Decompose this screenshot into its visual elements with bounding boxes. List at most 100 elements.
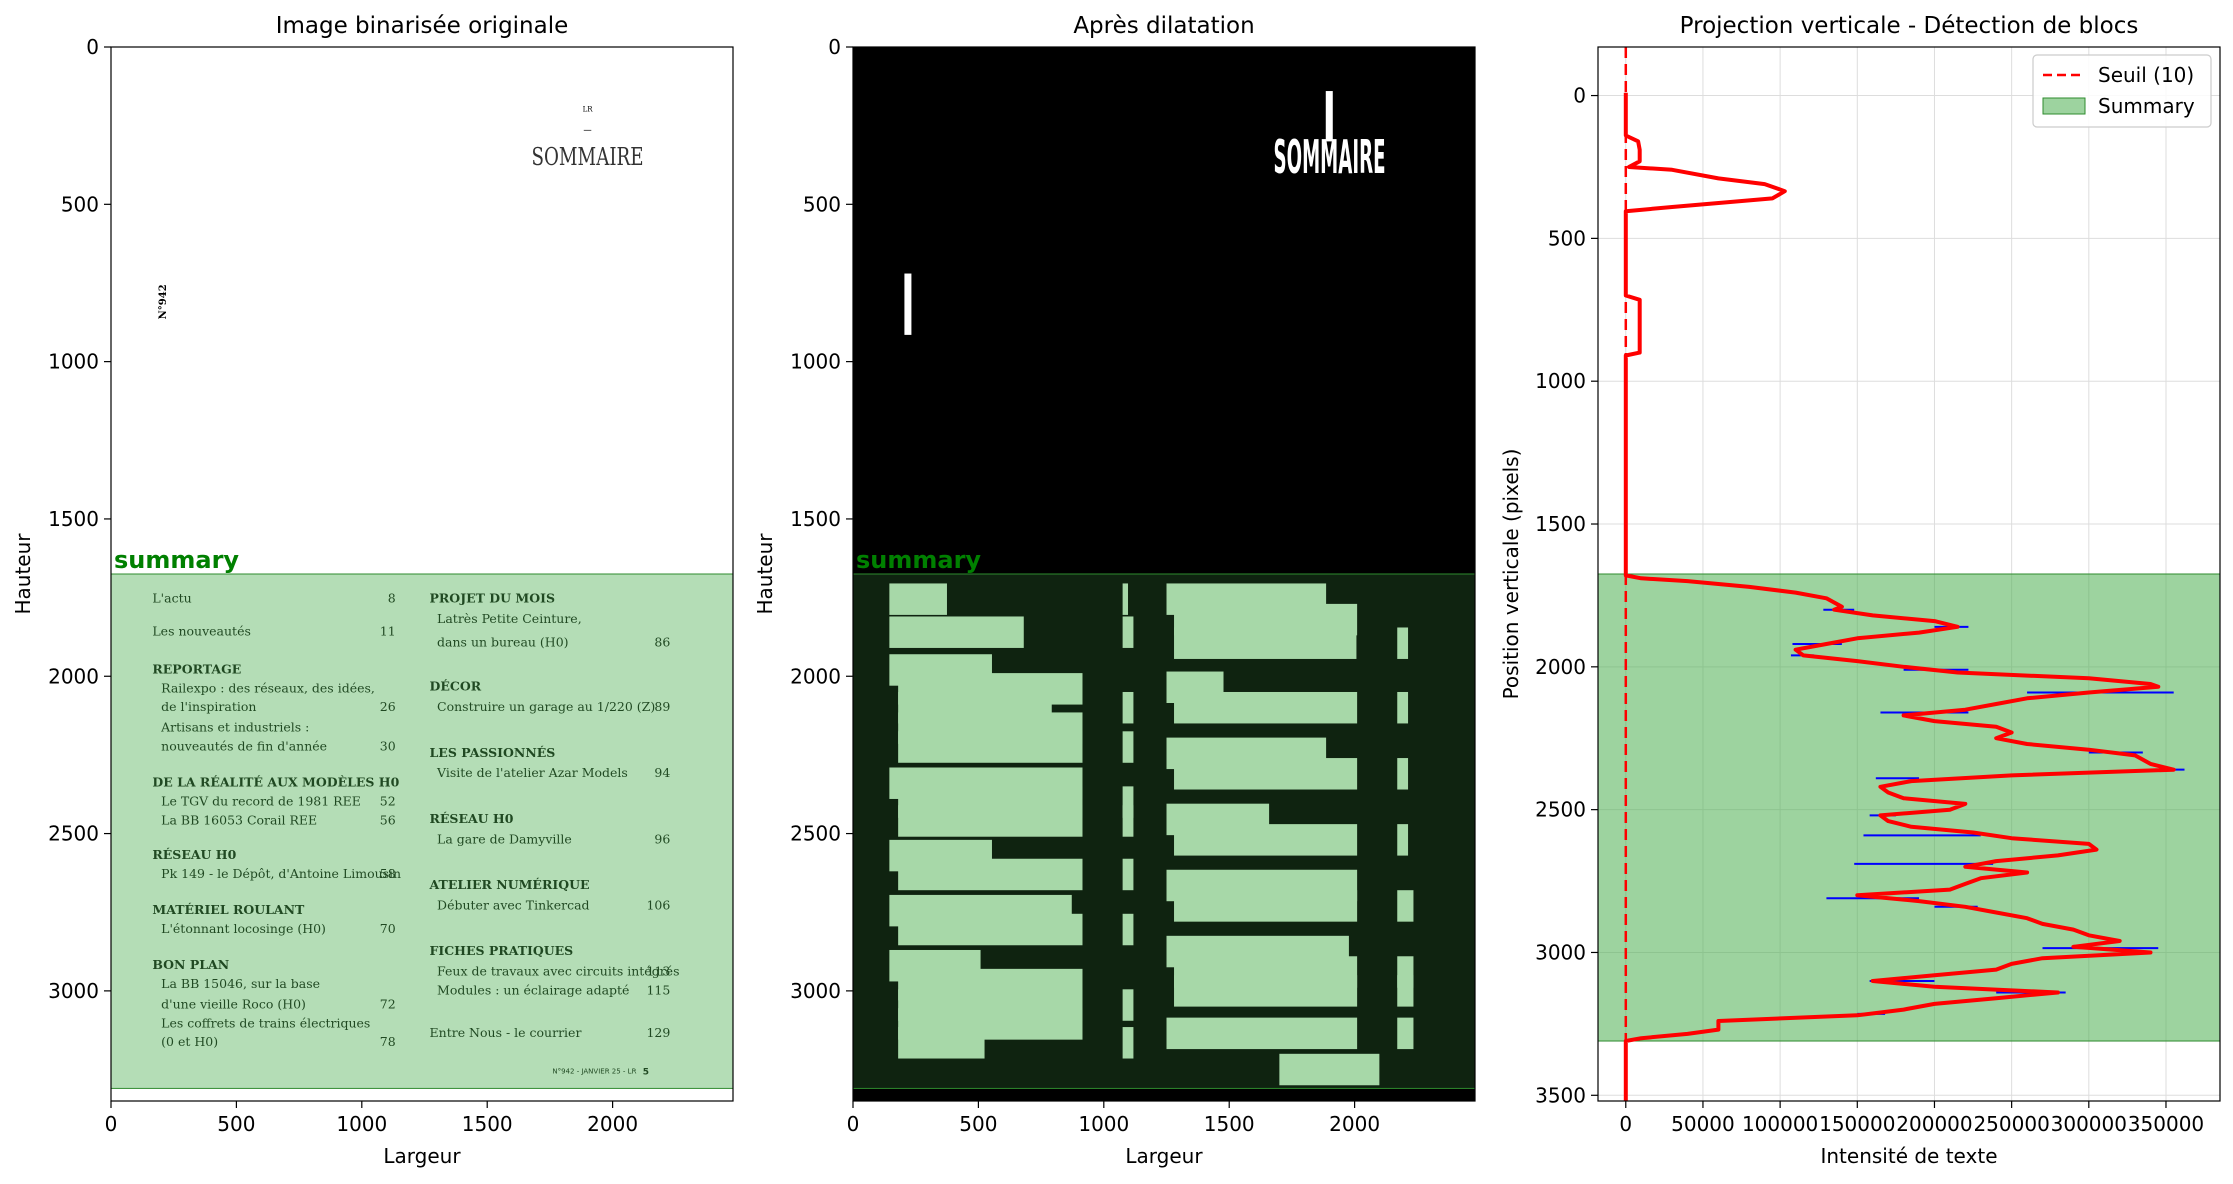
y-tick-label: 3000 — [1535, 940, 1586, 964]
y-tick-label: 0 — [1573, 84, 1586, 108]
toc-page: 86 — [654, 635, 670, 650]
y-tick-label: 500 — [1548, 226, 1586, 250]
y-tick-label: 500 — [61, 192, 99, 216]
summary-region — [110, 573, 734, 1089]
toc-entry: La BB 16053 Corail REE — [161, 812, 317, 827]
toc-page: 115 — [646, 982, 670, 997]
toc-entry: Débuter avec Tinkercad — [437, 897, 590, 912]
x-tick-label: 150000 — [1819, 1112, 1895, 1136]
x-tick-label: 500 — [217, 1112, 255, 1136]
toc-page: 129 — [646, 1025, 670, 1040]
y-tick-label: 0 — [828, 35, 841, 59]
toc-entry: Feux de travaux avec circuits intégrés — [437, 963, 679, 978]
panel3-title: Projection verticale - Détection de bloc… — [1680, 13, 2139, 39]
x-tick-label: 0 — [105, 1112, 118, 1136]
toc-entry: BON PLAN — [152, 957, 229, 972]
panel3-y-ticks: 0 500 1000 1500 2000 2500 3000 3500 — [1535, 84, 1598, 1107]
original-document: LR SOMMAIRE N°942 L'actu 8 Les nouveautés 11 RE… — [152, 105, 679, 1077]
toc-page: 106 — [646, 897, 670, 912]
legend-summary-label: Summary — [2098, 94, 2195, 118]
toc-entry: Le TGV du record de 1981 REE — [161, 794, 361, 809]
x-tick-label: 200000 — [1896, 1112, 1972, 1136]
y-tick-label: 1000 — [1535, 369, 1586, 393]
toc-entry: Les nouveautés — [152, 624, 251, 639]
panel-dilated: SOMMAIRE summary 0 500 1000 1500 2000 0 500 10… — [753, 13, 1476, 1168]
legend-summary-swatch — [2042, 97, 2086, 115]
y-tick-label: 3000 — [790, 979, 841, 1003]
dilated-blob — [898, 913, 1083, 946]
dilated-blob — [1122, 913, 1134, 946]
panel-projection: 0 50000 100000 150000 200000 250000 300000 3500… — [1499, 13, 2221, 1168]
dilated-blob — [1122, 989, 1134, 1021]
panel3-frame — [1597, 46, 2221, 1102]
summary-region-label: summary — [856, 546, 981, 574]
toc-entry: Construire un garage au 1/220 (Z) — [437, 699, 655, 714]
y-tick-label: 1000 — [48, 350, 99, 374]
x-tick-label: 50000 — [1671, 1112, 1735, 1136]
toc-entry: L'actu — [152, 591, 191, 606]
toc-entry: ATELIER NUMÉRIQUE — [429, 877, 590, 892]
dilated-blob — [1279, 1053, 1380, 1086]
dilated-blob — [1122, 786, 1134, 818]
doc-heading: SOMMAIRE — [532, 143, 644, 171]
dilated-blob — [1174, 975, 1358, 1007]
toc-page: 70 — [380, 921, 396, 936]
doc-top-mark: LR — [583, 105, 594, 113]
panel1-x-ticks: 0 500 1000 1500 2000 — [105, 1101, 638, 1136]
toc-page: 11 — [380, 624, 396, 639]
dilated-blob — [898, 858, 1083, 891]
toc-entry: Modules : un éclairage adapté — [437, 982, 629, 997]
y-tick-label: 2500 — [790, 822, 841, 846]
panel2-x-ticks: 0 500 1000 1500 2000 — [847, 1101, 1380, 1136]
x-tick-label: 100000 — [1742, 1112, 1818, 1136]
toc-page: 52 — [380, 794, 396, 809]
summary-region — [852, 573, 1476, 1089]
dilated-blob — [1397, 975, 1414, 1007]
toc-entry: de l'inspiration — [161, 699, 256, 714]
x-tick-label: 350000 — [2128, 1112, 2204, 1136]
toc-entry: Visite de l'atelier Azar Models — [436, 765, 628, 780]
y-tick-label: 3000 — [48, 979, 99, 1003]
toc-entry: DÉCOR — [430, 679, 482, 694]
y-tick-label: 0 — [86, 35, 99, 59]
dilated-blob — [898, 731, 1083, 763]
legend-threshold-label: Seuil (10) — [2098, 63, 2194, 87]
dilated-blob — [889, 583, 947, 615]
toc-entry: dans un bureau (H0) — [437, 635, 568, 650]
dilated-blob — [1174, 691, 1358, 724]
dilated-blob — [889, 616, 1024, 648]
panel1-ylabel: Hauteur — [11, 533, 35, 615]
y-tick-label: 500 — [803, 192, 841, 216]
x-tick-label: 300000 — [2051, 1112, 2127, 1136]
doc-side-label: N°942 — [158, 284, 169, 319]
toc-page: 96 — [654, 831, 670, 846]
dilated-blob — [898, 1027, 985, 1059]
panel1-y-ticks: 0 500 1000 1500 2000 2500 3000 — [48, 35, 111, 1003]
y-tick-label: 1500 — [790, 507, 841, 531]
toc-page: 94 — [654, 765, 670, 780]
toc-page: 113 — [646, 963, 670, 978]
toc-page: 26 — [380, 699, 396, 714]
panel3-ylabel: Position verticale (pixels) — [1499, 449, 1523, 700]
toc-entry: RÉSEAU H0 — [430, 811, 514, 826]
toc-entry: LES PASSIONNÉS — [430, 745, 556, 760]
y-tick-label: 1500 — [48, 507, 99, 531]
dilated-blob — [1174, 890, 1358, 922]
dilated-blob — [898, 805, 1083, 837]
panel1-xlabel: Largeur — [383, 1144, 461, 1168]
x-tick-label: 1500 — [462, 1112, 513, 1136]
dilated-blob — [1122, 858, 1134, 891]
toc-page: 72 — [380, 996, 396, 1011]
x-tick-label: 1500 — [1204, 1112, 1255, 1136]
panel2-frame — [852, 46, 1476, 1102]
y-tick-label: 2000 — [790, 664, 841, 688]
dilated-blob — [1397, 758, 1409, 790]
dilated-blob — [1397, 824, 1409, 856]
panel2-ylabel: Hauteur — [753, 533, 777, 615]
toc-entry: PROJET DU MOIS — [430, 591, 555, 606]
panel2-y-ticks: 0 500 1000 1500 2000 2500 3000 — [790, 35, 853, 1003]
dilated-blob — [1174, 627, 1357, 659]
toc-entry: Pk 149 - le Dépôt, d'Antoine Limousin — [161, 866, 401, 881]
toc-entry: Entre Nous - le courrier — [430, 1025, 582, 1040]
